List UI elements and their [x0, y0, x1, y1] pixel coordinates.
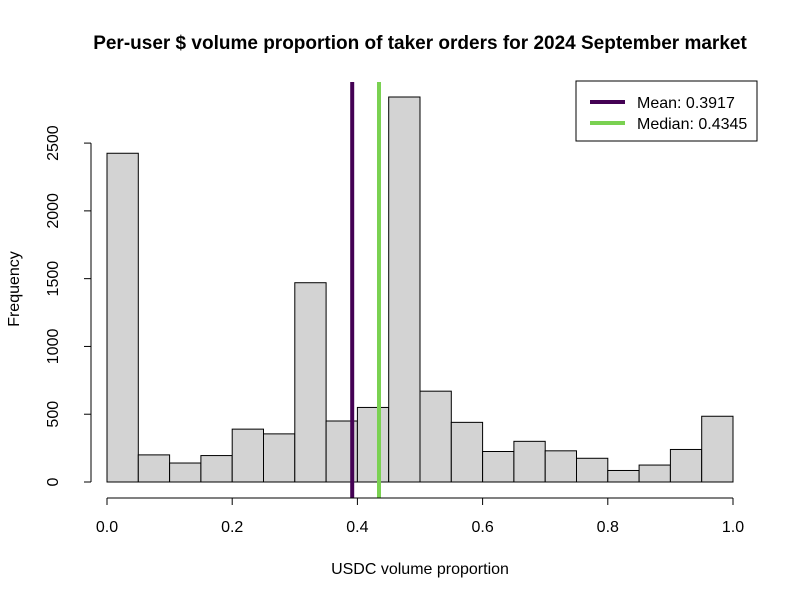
histogram-bar-17	[638, 464, 671, 483]
histogram-bar-15	[576, 457, 609, 483]
chart-title: Per-user $ volume proportion of taker or…	[93, 33, 747, 54]
y-axis-label: Frequency	[6, 251, 23, 327]
legend-label-median: Median: 0.4345	[637, 116, 747, 133]
x-tick-label: 1.0	[722, 519, 744, 536]
histogram-bar-5	[263, 433, 296, 483]
histogram-bar-0	[106, 152, 139, 483]
y-axis: 0 500 1000 1500 2000 2500	[45, 125, 92, 486]
histogram-bar-3	[200, 455, 233, 483]
histogram-bar-18	[669, 448, 703, 483]
reference-lines	[350, 82, 381, 498]
histogram-bar-8	[356, 406, 390, 483]
y-tick-label: 0	[45, 477, 62, 486]
histogram-bar-1	[137, 454, 171, 483]
y-tick-label: 1000	[45, 329, 62, 365]
histogram-bar-11	[450, 421, 484, 483]
histogram-bar-19	[701, 415, 734, 483]
legend-box	[575, 80, 758, 142]
x-tick-label: 0.2	[221, 519, 243, 536]
y-tick-label: 2000	[45, 193, 62, 229]
x-axis-label: USDC volume proportion	[331, 561, 509, 578]
histogram-bar-10	[419, 390, 452, 483]
x-tick-label: 0.4	[346, 519, 368, 536]
x-tick-label: 0.0	[96, 519, 118, 536]
histogram-bars	[106, 96, 734, 483]
histogram-bar-6	[294, 282, 327, 483]
x-axis: 0.0 0.2 0.4 0.6 0.8 1.0	[96, 497, 744, 536]
histogram-bar-9	[388, 96, 421, 483]
legend-label-mean: Mean: 0.3917	[637, 95, 735, 112]
legend: Mean: 0.3917 Median: 0.4345	[575, 80, 758, 142]
y-tick-label: 2500	[45, 125, 62, 161]
histogram-bar-2	[169, 462, 202, 483]
histogram-bar-14	[544, 450, 578, 483]
x-tick-label: 0.8	[597, 519, 619, 536]
histogram-bar-13	[513, 440, 546, 483]
histogram-bar-4	[231, 428, 264, 483]
y-tick-label: 1500	[45, 261, 62, 297]
histogram-bar-12	[482, 450, 515, 483]
x-tick-label: 0.6	[471, 519, 493, 536]
y-tick-label: 500	[45, 401, 62, 428]
histogram-bar-16	[607, 469, 640, 483]
